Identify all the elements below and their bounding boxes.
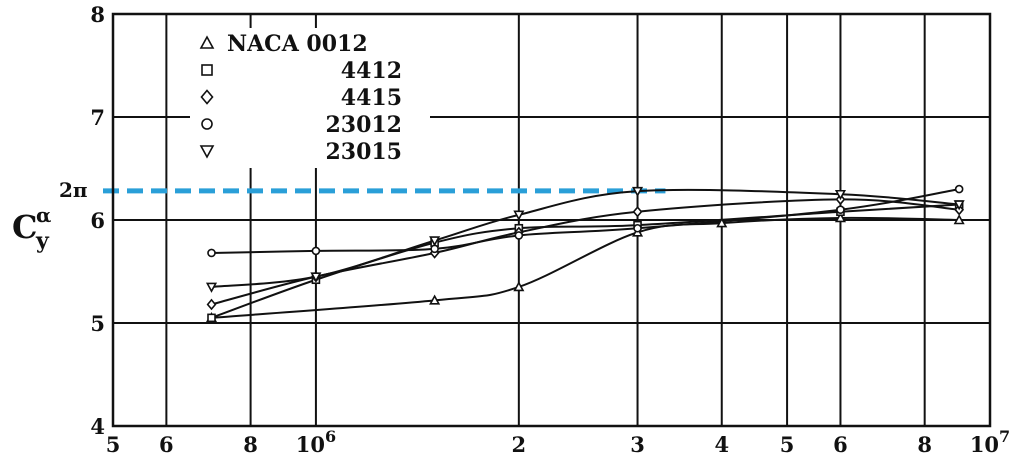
series-lines bbox=[211, 188, 960, 319]
data-point-triangle-down bbox=[310, 272, 322, 283]
data-point-triangle-down bbox=[834, 189, 847, 201]
x-tick-label: 5 bbox=[106, 432, 121, 457]
data-point-triangle-up bbox=[953, 214, 965, 225]
data-point-triangle-down bbox=[513, 210, 525, 221]
x-tick-label: 5 bbox=[780, 432, 795, 457]
legend-label: 4415 bbox=[341, 85, 402, 111]
series-line-4412 bbox=[211, 203, 960, 319]
x-tick-label: 2 bbox=[512, 432, 527, 457]
legend-label: 23015 bbox=[325, 139, 402, 165]
legend-label: NACA 0012 bbox=[227, 31, 368, 57]
y-tick-label: 5 bbox=[90, 311, 105, 336]
data-point-triangle-down bbox=[953, 200, 965, 211]
legend-marker-circle bbox=[201, 118, 213, 130]
legend-background bbox=[190, 28, 430, 168]
legend-marker-diamond bbox=[200, 89, 214, 105]
y-tick-labels: 4 5 6 7 8 bbox=[90, 2, 105, 439]
series-line-23015 bbox=[211, 188, 960, 288]
series-line-naca-0012 bbox=[211, 216, 960, 319]
data-point-triangle-up bbox=[429, 294, 441, 305]
x-tick-label: 8 bbox=[243, 432, 258, 457]
x-tick-label: 8 bbox=[917, 432, 932, 457]
legend-marker-triangle-up bbox=[199, 35, 215, 49]
data-point-triangle-down bbox=[631, 186, 644, 198]
reference-line-label: 2π bbox=[59, 178, 88, 202]
reference-line-group: 2π bbox=[59, 178, 666, 202]
data-point-circle bbox=[514, 231, 524, 240]
legend-marker-triangle-down bbox=[199, 145, 215, 159]
y-tick-label: 7 bbox=[90, 105, 105, 130]
data-point-diamond bbox=[632, 205, 643, 218]
x-tick-label: 6 bbox=[159, 432, 174, 457]
y-axis-label-main: C bbox=[12, 208, 37, 246]
x-tick-label: 6 bbox=[833, 432, 848, 457]
plot-border bbox=[111, 12, 992, 428]
y-axis-label: Cαy bbox=[12, 203, 51, 254]
legend-label: 23012 bbox=[325, 112, 402, 138]
x-tick-label: 3 bbox=[630, 432, 645, 457]
data-point-circle bbox=[207, 248, 216, 258]
y-tick-label: 6 bbox=[90, 208, 105, 233]
legend-marker-square bbox=[201, 64, 213, 76]
y-axis-label-subscript: y bbox=[35, 228, 50, 254]
x-tick-label: 106 bbox=[296, 427, 336, 457]
series-line-4415 bbox=[211, 198, 960, 306]
data-point-square bbox=[207, 313, 216, 323]
data-point-circle bbox=[954, 184, 964, 194]
data-point-circle bbox=[836, 205, 845, 214]
data-point-triangle-up bbox=[716, 217, 728, 228]
data-point-triangle-down bbox=[429, 236, 441, 247]
data-point-triangle-up bbox=[834, 212, 847, 223]
data-point-triangle-up bbox=[513, 281, 525, 292]
x-tick-label: 107 bbox=[970, 427, 1010, 457]
y-tick-label: 8 bbox=[90, 2, 105, 27]
x-tick-labels: 5 6 8 106 2 3 4 5 6 8 107 bbox=[106, 427, 1011, 457]
y-axis-label-superscript: α bbox=[36, 203, 51, 227]
x-tick-label: 4 bbox=[714, 432, 729, 457]
data-point-triangle-down bbox=[205, 282, 218, 293]
y-tick-label: 4 bbox=[90, 414, 105, 439]
data-point-circle bbox=[311, 246, 321, 256]
legend-label: 4412 bbox=[341, 58, 402, 84]
data-point-diamond bbox=[206, 298, 217, 311]
plot-frame bbox=[111, 12, 992, 428]
data-point-circle bbox=[633, 223, 642, 233]
series-markers bbox=[205, 184, 965, 323]
